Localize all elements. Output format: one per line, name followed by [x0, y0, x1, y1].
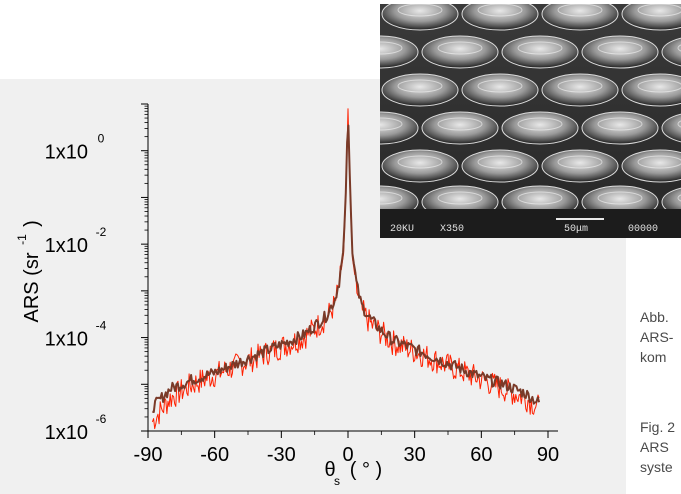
sem-magnification-label: X350	[440, 224, 464, 235]
sem-micrograph-image: 20KU X350 50μm 00000	[380, 4, 681, 238]
x-axis-title-subscript: s	[334, 474, 340, 488]
y-tick-label: 1x10	[45, 142, 88, 164]
sem-id-label: 00000	[628, 224, 658, 235]
microlens	[461, 149, 539, 183]
y-tick-exponent: -6	[96, 412, 107, 426]
y-axis-title-exponent: -1	[15, 234, 29, 245]
microlens-highlight	[597, 191, 643, 205]
y-tick-label: 1x10	[45, 235, 88, 257]
microlens	[381, 4, 459, 31]
microlens	[381, 73, 459, 107]
y-axis-title-group: ARS (sr -1)	[15, 220, 43, 322]
sem-scale-label: 50μm	[564, 224, 588, 235]
x-tick-label: -90	[134, 444, 163, 466]
microlens	[581, 35, 659, 69]
chart-series	[151, 108, 541, 430]
microlens-highlight	[637, 4, 681, 17]
microlens-highlight	[397, 155, 443, 169]
y-tick-exponent: -4	[96, 319, 107, 333]
x-tick-label: -60	[200, 444, 229, 466]
microlens	[501, 111, 579, 145]
y-axis-title: ARS (sr	[21, 252, 43, 322]
microlens	[621, 73, 681, 107]
microlens-highlight	[677, 194, 681, 202]
caption-line-6: syste	[640, 459, 673, 475]
microlens-highlight	[597, 117, 643, 131]
microlens	[421, 111, 499, 145]
chart-axes	[141, 103, 558, 438]
microlens-highlight	[397, 4, 443, 17]
microlens	[661, 37, 681, 67]
microlens-highlight	[437, 41, 483, 55]
x-tick-label: 0	[342, 444, 353, 466]
microlens	[541, 4, 619, 31]
y-axis-title-close: )	[21, 220, 43, 227]
microlens-highlight	[437, 191, 483, 205]
y-tick-label: 1x10	[45, 422, 88, 444]
chart-labels: 1x10 0 1x10 -2 1x10 -4 1x10 -6 -90 -60 -30 0 30 60 90 θ…	[15, 132, 559, 488]
x-tick-label: -30	[267, 444, 296, 466]
microlens-highlight	[380, 117, 403, 131]
microlens-highlight	[517, 117, 563, 131]
microlens-highlight	[397, 79, 443, 93]
caption-line-1: Abb.	[640, 309, 669, 325]
microlens	[541, 149, 619, 183]
microlens-highlight	[380, 41, 403, 55]
microlens-highlight	[477, 4, 523, 17]
microlens-highlight	[380, 191, 403, 205]
caption-line-3: kom	[640, 349, 667, 365]
microlens-highlight	[517, 191, 563, 205]
microlens	[581, 111, 659, 145]
microlens	[421, 35, 499, 69]
microlens-highlight	[677, 44, 681, 52]
microlens-highlight	[557, 4, 603, 17]
microlens	[661, 113, 681, 143]
x-axis-unit: ( ° )	[350, 459, 382, 481]
microlens	[501, 35, 579, 69]
sem-micrograph: 20KU X350 50μm 00000	[380, 4, 681, 238]
microlens-highlight	[477, 79, 523, 93]
caption-line-4: Fig. 2	[640, 419, 676, 435]
microlens	[380, 35, 419, 69]
microlens	[621, 149, 681, 183]
sem-voltage-label: 20KU	[390, 224, 414, 235]
microlens-highlight	[477, 155, 523, 169]
microlens	[541, 73, 619, 107]
microlens-highlight	[677, 120, 681, 128]
microlens-highlight	[637, 155, 681, 169]
microlens-highlight	[437, 117, 483, 131]
x-tick-label: 30	[404, 444, 426, 466]
microlens-highlight	[517, 41, 563, 55]
x-axis-title: θ	[324, 459, 335, 481]
microlens	[461, 4, 539, 31]
microlens	[461, 73, 539, 107]
caption-line-2: ARS-	[640, 329, 674, 345]
y-tick-label: 1x10	[45, 329, 88, 351]
ars-chart: 1x10 0 1x10 -2 1x10 -4 1x10 -6 -90 -60 -30 0 30 60 90 θ…	[15, 103, 559, 488]
x-tick-label: 60	[470, 444, 492, 466]
microlens	[381, 149, 459, 183]
microlens	[380, 111, 419, 145]
microlens-highlight	[597, 41, 643, 55]
y-tick-exponent: 0	[98, 132, 105, 146]
microlens-highlight	[557, 155, 603, 169]
microlens	[661, 187, 681, 217]
microlens	[621, 4, 681, 31]
y-tick-exponent: -2	[96, 225, 107, 239]
caption-line-5: ARS	[640, 439, 669, 455]
microlens-highlight	[637, 79, 681, 93]
microlens-highlight	[557, 79, 603, 93]
x-tick-label: 90	[537, 444, 559, 466]
series-line-1	[152, 124, 541, 413]
